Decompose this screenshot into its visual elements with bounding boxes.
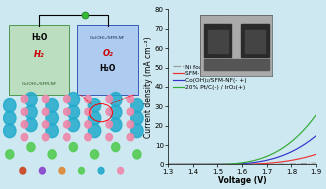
Circle shape — [110, 118, 122, 132]
Text: H₂: H₂ — [34, 50, 44, 59]
Bar — [208, 30, 228, 53]
Circle shape — [64, 95, 70, 103]
Text: H₂O: H₂O — [99, 64, 116, 73]
Circle shape — [131, 98, 143, 112]
Bar — [241, 24, 269, 57]
Text: Co(OH)₂/SFM-NF: Co(OH)₂/SFM-NF — [22, 82, 57, 86]
Circle shape — [91, 150, 99, 159]
Circle shape — [67, 92, 80, 106]
Circle shape — [4, 111, 16, 125]
Circle shape — [21, 108, 28, 115]
Circle shape — [46, 111, 58, 125]
FancyBboxPatch shape — [78, 25, 138, 95]
Circle shape — [85, 121, 91, 128]
Text: O₂: O₂ — [102, 49, 113, 58]
FancyBboxPatch shape — [9, 25, 69, 95]
Circle shape — [59, 167, 65, 174]
Circle shape — [46, 124, 58, 138]
Circle shape — [67, 118, 80, 132]
Circle shape — [21, 121, 28, 128]
Circle shape — [4, 124, 16, 138]
Circle shape — [88, 98, 101, 112]
Circle shape — [42, 133, 49, 141]
Circle shape — [25, 105, 37, 119]
Y-axis label: Current density (mA cm⁻²): Current density (mA cm⁻²) — [144, 36, 153, 138]
Circle shape — [127, 133, 134, 141]
Circle shape — [42, 121, 49, 128]
Circle shape — [118, 167, 124, 174]
Circle shape — [127, 121, 134, 128]
Circle shape — [131, 111, 143, 125]
Circle shape — [133, 150, 141, 159]
Circle shape — [106, 133, 112, 141]
Circle shape — [127, 108, 134, 115]
Circle shape — [112, 143, 120, 152]
Circle shape — [131, 124, 143, 138]
Circle shape — [127, 95, 134, 103]
Circle shape — [106, 95, 112, 103]
Circle shape — [25, 118, 37, 132]
Circle shape — [98, 167, 104, 174]
Circle shape — [67, 105, 80, 119]
Bar — [204, 59, 269, 70]
Circle shape — [85, 133, 91, 141]
Circle shape — [46, 98, 58, 112]
Circle shape — [48, 150, 56, 159]
Circle shape — [85, 108, 91, 115]
Circle shape — [88, 124, 101, 138]
Circle shape — [4, 98, 16, 112]
Circle shape — [79, 167, 84, 174]
Circle shape — [6, 150, 14, 159]
Circle shape — [106, 121, 112, 128]
X-axis label: Voltage (V): Voltage (V) — [218, 176, 266, 185]
Circle shape — [106, 108, 112, 115]
Circle shape — [42, 108, 49, 115]
Text: H₂O: H₂O — [31, 33, 47, 43]
Bar — [204, 24, 231, 57]
Circle shape — [20, 167, 26, 174]
Circle shape — [27, 143, 35, 152]
Circle shape — [110, 92, 122, 106]
Circle shape — [21, 95, 28, 103]
Circle shape — [42, 95, 49, 103]
Legend: Ni foam(- +), SFM-NF(- +), Co(OH)₂/SFM-NF(- +), 20% Pt/C(-) / IrO₂(+): Ni foam(- +), SFM-NF(- +), Co(OH)₂/SFM-N… — [171, 62, 249, 92]
Circle shape — [39, 167, 45, 174]
Circle shape — [21, 133, 28, 141]
Circle shape — [64, 121, 70, 128]
Circle shape — [64, 133, 70, 141]
Text: Co(OH)₂/SFM-NF: Co(OH)₂/SFM-NF — [90, 36, 125, 40]
Circle shape — [64, 108, 70, 115]
Circle shape — [25, 92, 37, 106]
Circle shape — [88, 111, 101, 125]
Circle shape — [110, 105, 122, 119]
Circle shape — [85, 95, 91, 103]
Bar — [245, 30, 265, 53]
Circle shape — [69, 143, 78, 152]
